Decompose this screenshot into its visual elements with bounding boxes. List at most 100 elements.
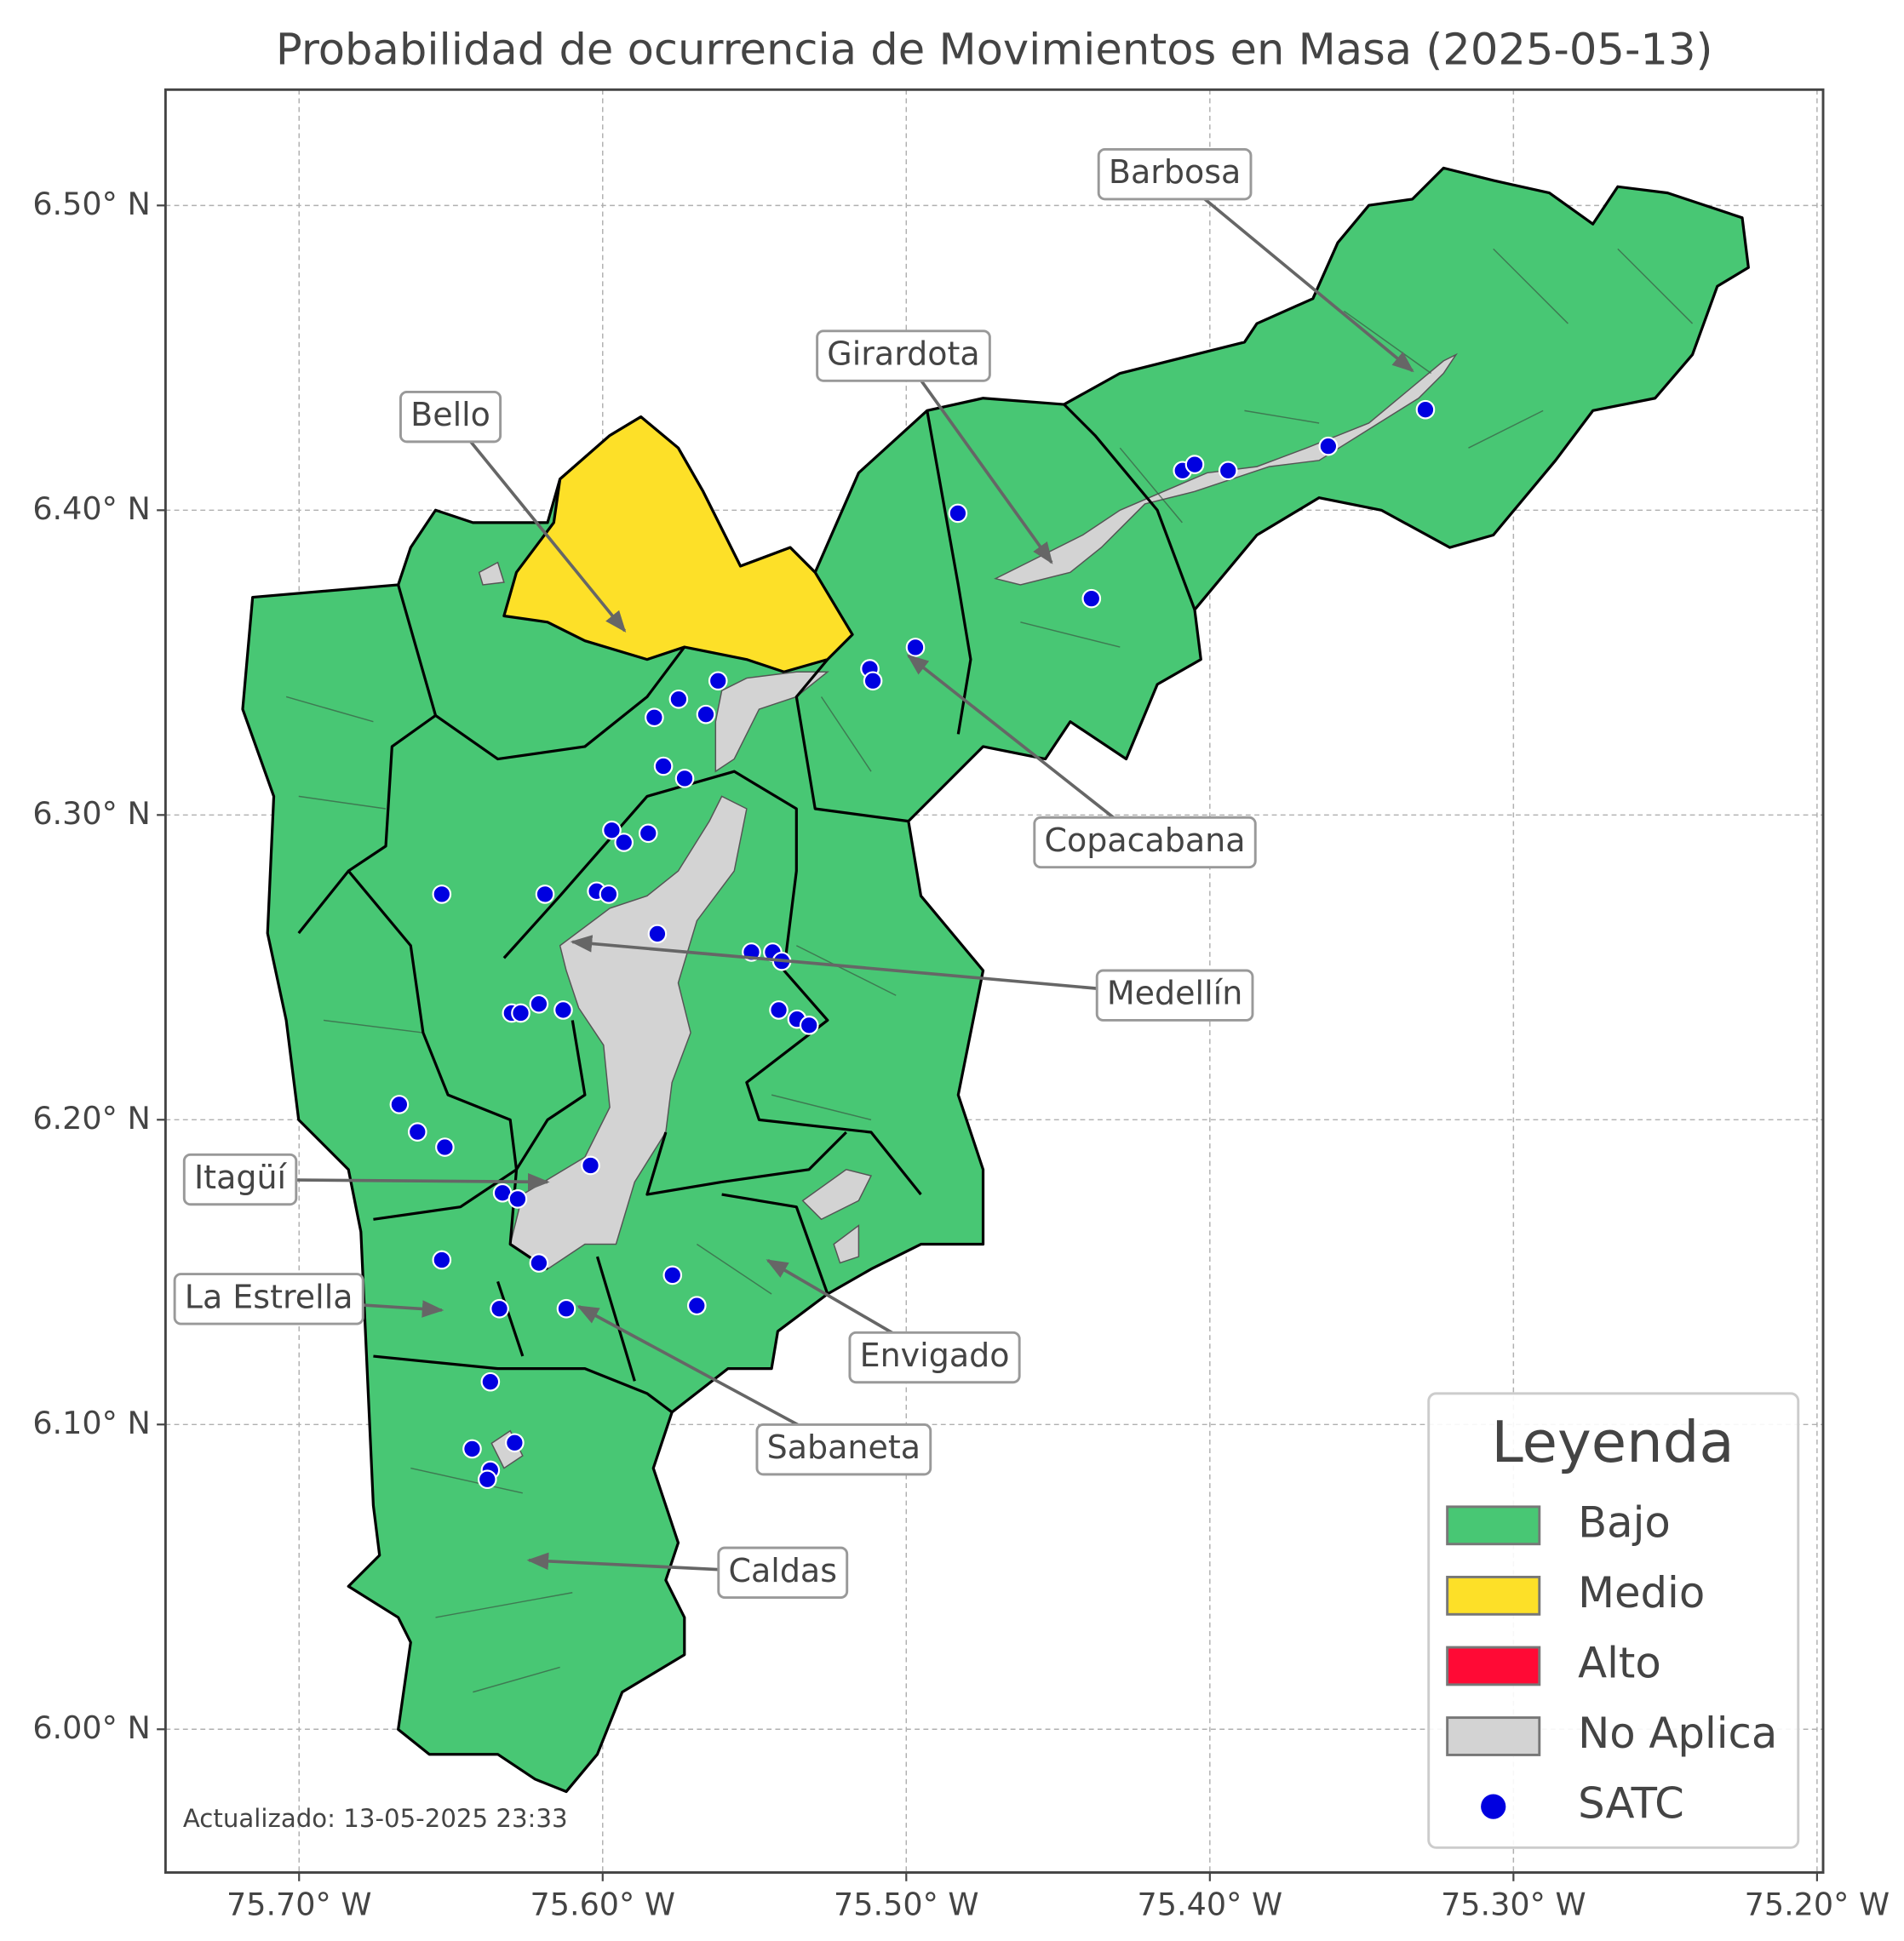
- station-point: [668, 689, 689, 709]
- station-point: [686, 1296, 707, 1316]
- stations: [389, 399, 1436, 1490]
- station-point: [647, 924, 668, 944]
- annotation-box: [173, 1273, 364, 1325]
- legend-label: No Aplica: [1578, 1709, 1777, 1758]
- station-point: [490, 1298, 509, 1319]
- y-tick-label: 6.00° N: [32, 1709, 150, 1746]
- station-point: [662, 1265, 683, 1285]
- station-point: [863, 671, 883, 691]
- station-point: [556, 1298, 576, 1319]
- region-medio: [502, 415, 854, 673]
- annotation-label: Itagüí: [194, 1159, 288, 1196]
- annotation-label: Girardota: [827, 335, 979, 373]
- annotation-box: [1097, 147, 1253, 201]
- legend-swatch: [1446, 1646, 1541, 1686]
- station-point: [553, 1000, 573, 1020]
- annotation-label: Barbosa: [1109, 153, 1241, 191]
- legend-label: Bajo: [1578, 1497, 1671, 1547]
- municipal-boundaries: [297, 403, 1196, 1414]
- annotation-box: [717, 1546, 849, 1600]
- annotation-box: [399, 390, 502, 444]
- station-point: [1415, 399, 1436, 420]
- legend-label: SATC: [1578, 1779, 1684, 1829]
- y-tick-label: 6.30° N: [32, 795, 150, 832]
- station-point: [435, 1137, 455, 1157]
- x-tick-label: 75.30° W: [1441, 1887, 1586, 1923]
- station-point: [948, 503, 968, 524]
- legend-title: Leyenda: [1491, 1409, 1734, 1475]
- x-tick-label: 75.40° W: [1138, 1887, 1283, 1923]
- station-point: [432, 1250, 452, 1270]
- legend-swatch: [1446, 1505, 1541, 1546]
- map-title: Probabilidad de ocurrencia de Movimiento…: [276, 25, 1713, 75]
- station-point: [674, 769, 695, 788]
- station-point: [708, 671, 728, 691]
- station-point: [645, 707, 664, 728]
- territory: [241, 166, 1750, 1794]
- station-point: [653, 756, 674, 776]
- station-point: [638, 823, 658, 844]
- station-point: [769, 1000, 789, 1020]
- annotation-label: La Estrella: [185, 1278, 353, 1315]
- annotation-arrow: [1173, 173, 1414, 373]
- station-point: [535, 885, 555, 904]
- station-point: [1184, 455, 1205, 474]
- y-tick-label: 6.20° N: [32, 1100, 150, 1137]
- annotation-box: [816, 329, 991, 382]
- station-point: [581, 1155, 600, 1176]
- legend-label: Alto: [1578, 1638, 1661, 1687]
- annotation-label: Envigado: [860, 1337, 1010, 1374]
- station-point: [407, 1122, 427, 1142]
- station-point: [477, 1469, 497, 1490]
- station-point: [389, 1095, 410, 1114]
- x-tick-label: 75.20° W: [1745, 1887, 1890, 1923]
- legend-marker: [1481, 1794, 1506, 1819]
- station-point: [599, 885, 619, 904]
- annotation-arrow: [906, 654, 1146, 844]
- station-point: [529, 993, 549, 1014]
- station-point: [1081, 588, 1102, 609]
- station-point: [511, 1003, 530, 1023]
- station-point: [508, 1189, 528, 1209]
- annotation-label: Caldas: [728, 1552, 837, 1589]
- legend: Leyenda Bajo Medio Alto No Aplica SATC: [1427, 1392, 1800, 1849]
- plot-frame: [163, 88, 1825, 1875]
- annotations: Barbosa Girardota Bello Copacabana Medellín I…: [173, 147, 1414, 1600]
- station-point: [480, 1371, 501, 1392]
- y-tick-label: 6.10° N: [32, 1405, 150, 1441]
- annotation-arrow: [570, 935, 1175, 998]
- annotation-arrow: [449, 415, 627, 633]
- x-tick-label: 75.50° W: [834, 1887, 979, 1923]
- station-point: [799, 1016, 819, 1035]
- axis-ticks: 75.70° W 75.60° W 75.50° W 75.40° W 75.30° W…: [32, 186, 1890, 1923]
- station-point: [1318, 436, 1339, 456]
- legend-label: Medio: [1578, 1568, 1705, 1618]
- annotation-box: [1095, 969, 1254, 1022]
- annotation-box: [182, 1153, 298, 1206]
- annotation-arrow: [902, 354, 1053, 564]
- station-point: [432, 885, 452, 904]
- station-point: [696, 704, 716, 724]
- legend-swatch: [1446, 1575, 1541, 1616]
- annotation-label: Medellín: [1107, 975, 1242, 1012]
- x-tick-label: 75.70° W: [227, 1887, 372, 1923]
- legend-swatch: [1446, 1716, 1541, 1756]
- station-point: [1218, 461, 1238, 481]
- annotation-box: [1033, 816, 1257, 869]
- station-point: [614, 833, 634, 852]
- annotation-box: [755, 1423, 932, 1476]
- station-point: [602, 820, 622, 840]
- annotation-label: Copacabana: [1044, 822, 1245, 859]
- y-tick-label: 6.40° N: [32, 490, 150, 527]
- y-tick-label: 6.50° N: [32, 186, 150, 222]
- x-tick-label: 75.60° W: [530, 1887, 676, 1923]
- station-point: [462, 1439, 482, 1459]
- station-point: [529, 1253, 549, 1273]
- station-point: [905, 638, 926, 657]
- annotation-label: Sabaneta: [767, 1429, 920, 1466]
- footnote: Actualizado: 13-05-2025 23:33: [183, 1804, 568, 1833]
- annotation-label: Bello: [410, 396, 490, 433]
- annotation-box: [848, 1331, 1021, 1384]
